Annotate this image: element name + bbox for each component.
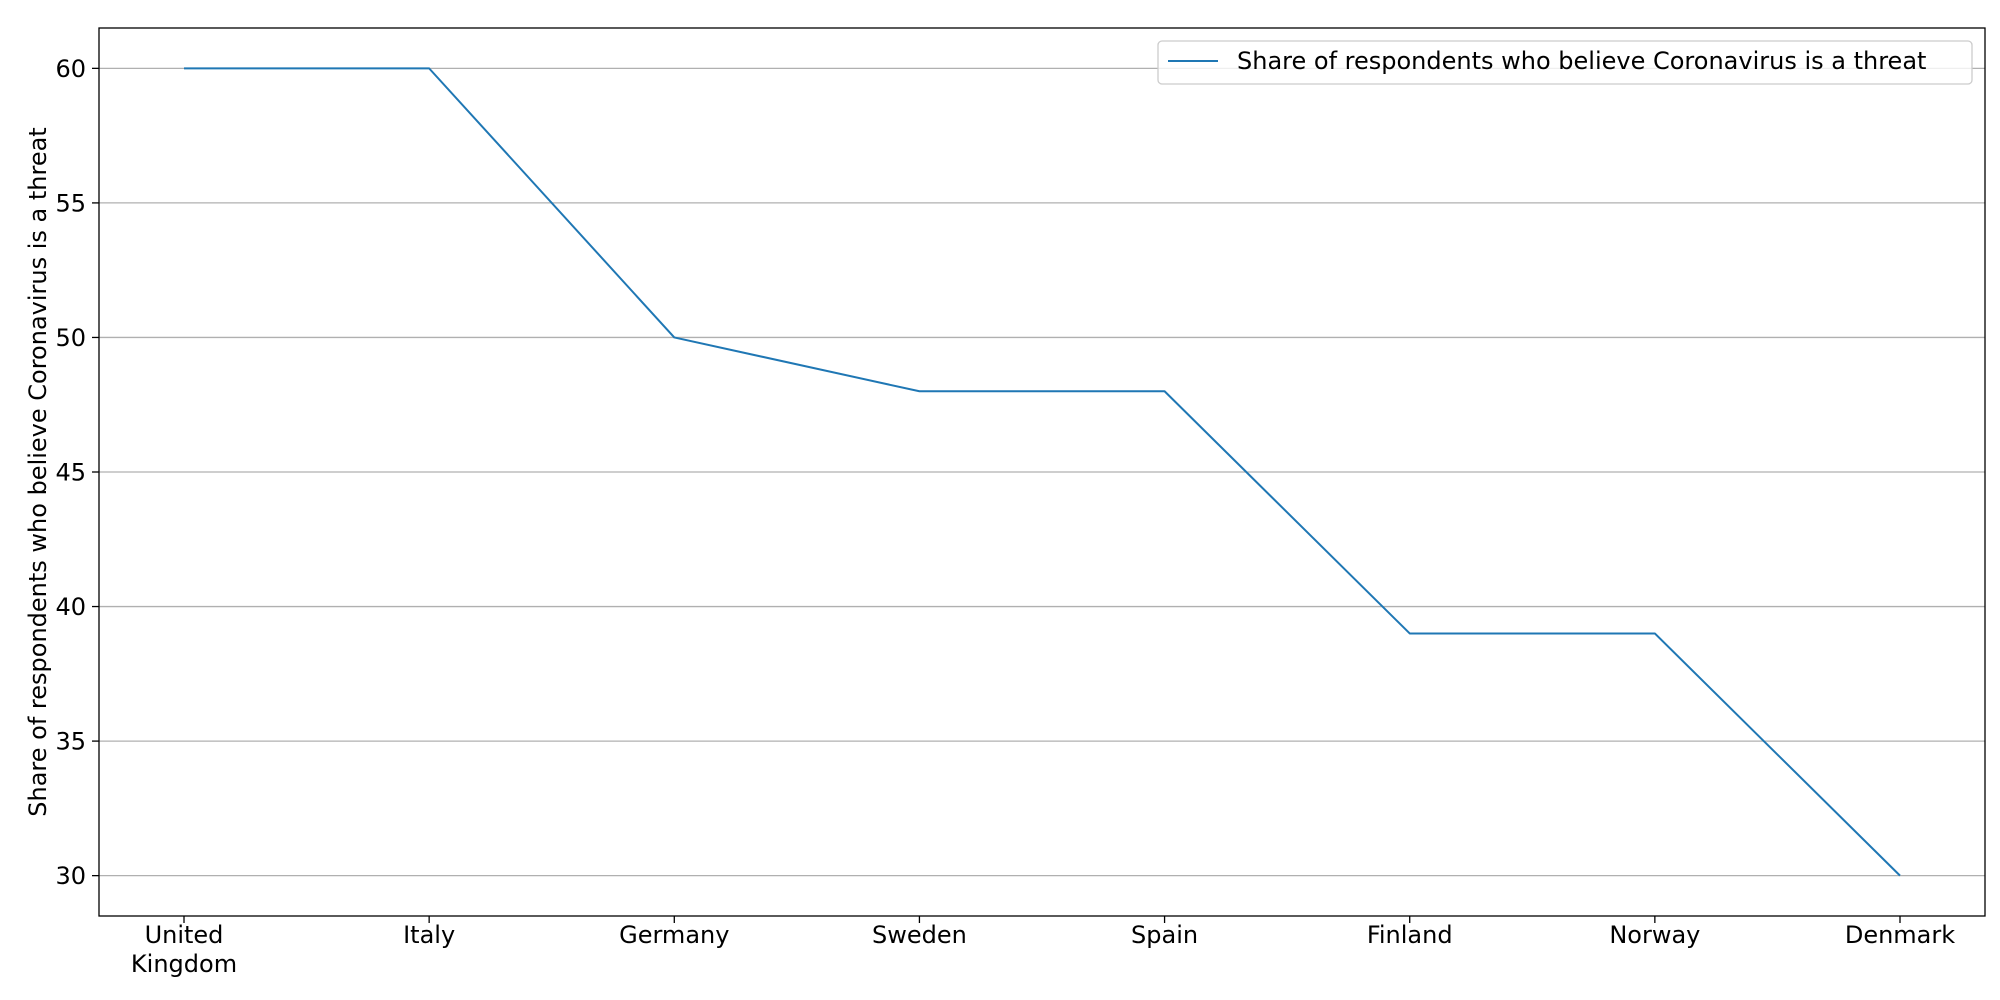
y-tick-label: 40: [55, 593, 86, 621]
y-axis: 30 35 40 45 50 55 60: [55, 55, 99, 890]
legend-entry: Share of respondents who believe Coronav…: [1237, 47, 1926, 75]
series-line: [184, 67, 1901, 877]
x-tick-label-line: Kingdom: [131, 950, 237, 978]
x-tick-label: Sweden: [872, 921, 967, 949]
y-gridlines: [99, 67, 1985, 877]
legend-frame: [1157, 40, 1973, 85]
x-tick-label: United Kingdom: [131, 921, 237, 978]
y-tick-label: 30: [55, 862, 86, 890]
x-tick-label: Italy: [403, 921, 455, 949]
x-tick-label-line: Spain: [1131, 921, 1198, 949]
x-tick-label: Germany: [619, 921, 729, 949]
y-tick-label: 60: [55, 55, 86, 83]
x-tick-label-line: Italy: [403, 921, 455, 949]
x-tick-label-line: Norway: [1609, 921, 1700, 949]
y-tick-label: 55: [55, 189, 86, 217]
series-layer: [184, 67, 1901, 877]
x-tick-label-line: Finland: [1367, 921, 1453, 949]
x-tick-label: Norway: [1609, 921, 1700, 949]
x-tick-label: Finland: [1367, 921, 1453, 949]
y-axis-label: Share of respondents who believe Coronav…: [24, 127, 52, 816]
x-axis: United Kingdom Italy Germany Sweden Spain Finl…: [131, 916, 1955, 978]
x-tick-label: Spain: [1131, 921, 1198, 949]
y-tick-label: 35: [55, 728, 86, 756]
y-tick-label: 50: [55, 324, 86, 352]
x-tick-label-line: Sweden: [872, 921, 967, 949]
legend: Share of respondents who believe Coronav…: [1157, 40, 1973, 85]
y-tick-label: 45: [55, 459, 86, 487]
x-tick-label-line: Denmark: [1845, 921, 1955, 949]
x-tick-label-line: Germany: [619, 921, 729, 949]
x-tick-label: Denmark: [1845, 921, 1955, 949]
x-tick-label-line: United: [145, 921, 224, 949]
